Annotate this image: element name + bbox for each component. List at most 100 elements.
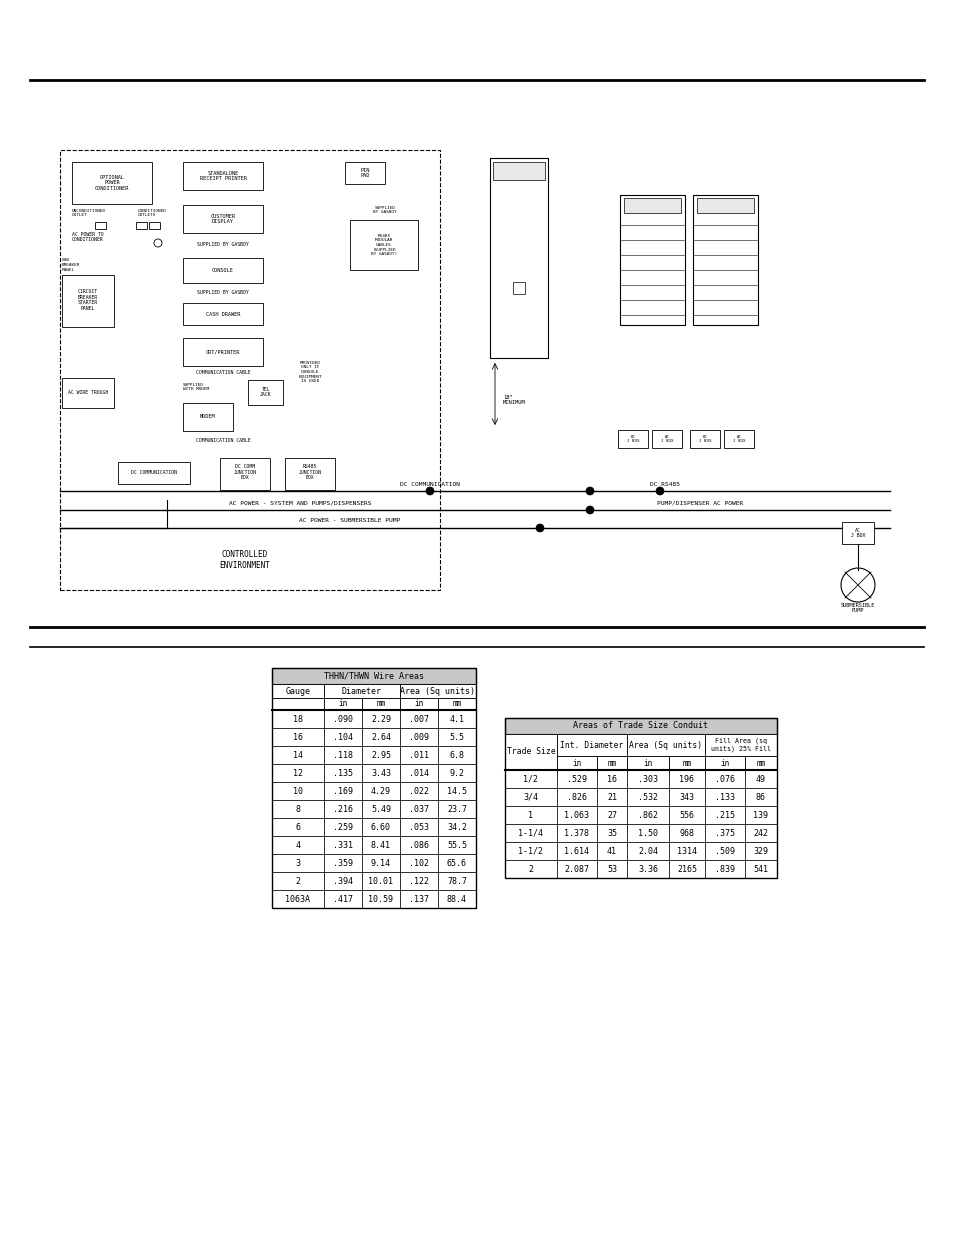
Bar [597, 842, 626, 860]
Text: .532: .532 [638, 793, 658, 802]
Bar [272, 836, 324, 853]
Bar [437, 890, 476, 908]
Text: AC
J BOX: AC J BOX [660, 435, 673, 443]
Text: 2.087: 2.087 [564, 864, 589, 873]
Text: SUB
BREAKER
PANEL: SUB BREAKER PANEL [62, 258, 80, 272]
Text: SUPPLIED
WITH MODEM: SUPPLIED WITH MODEM [183, 383, 209, 391]
Text: AC
J BOX: AC J BOX [732, 435, 744, 443]
Text: 78.7: 78.7 [447, 877, 467, 885]
Text: 1.063: 1.063 [564, 810, 589, 820]
Text: Fill Area (sq
units) 25% Fill: Fill Area (sq units) 25% Fill [710, 739, 770, 752]
Bar [513, 282, 524, 294]
Text: CUSTOMER
DISPLAY: CUSTOMER DISPLAY [211, 214, 235, 225]
Bar [504, 842, 557, 860]
Bar [668, 788, 704, 806]
Text: 34.2: 34.2 [447, 823, 467, 831]
Text: AC WIRE TROUGH: AC WIRE TROUGH [68, 390, 108, 395]
Bar [350, 220, 417, 270]
Text: 139: 139 [753, 810, 768, 820]
Text: CONTROLLED
ENVIRONMENT: CONTROLLED ENVIRONMENT [219, 551, 270, 569]
Text: 2.04: 2.04 [638, 846, 658, 856]
Bar [626, 769, 668, 788]
Bar [324, 853, 361, 872]
Text: .037: .037 [409, 804, 429, 814]
Bar [704, 842, 744, 860]
Bar [324, 890, 361, 908]
Text: 27: 27 [606, 810, 617, 820]
Bar [62, 275, 113, 327]
Text: 2: 2 [295, 877, 300, 885]
Bar [626, 860, 668, 878]
Circle shape [536, 524, 543, 532]
Text: 12: 12 [293, 768, 303, 778]
Bar [437, 710, 476, 727]
Bar [399, 698, 437, 710]
Bar [704, 860, 744, 878]
Bar [668, 756, 704, 769]
Bar [399, 818, 437, 836]
Text: 4.29: 4.29 [371, 787, 391, 795]
Text: .104: .104 [333, 732, 353, 741]
Text: .086: .086 [409, 841, 429, 850]
Bar [668, 842, 704, 860]
Bar [597, 756, 626, 769]
Bar [361, 698, 399, 710]
Text: SUPPLIED
BY GASBOY: SUPPLIED BY GASBOY [373, 206, 396, 215]
Text: .135: .135 [333, 768, 353, 778]
Text: .359: .359 [333, 858, 353, 867]
Text: mm: mm [607, 758, 616, 767]
Text: 23.7: 23.7 [447, 804, 467, 814]
Text: .169: .169 [333, 787, 353, 795]
Bar [361, 872, 399, 890]
Bar [60, 149, 439, 590]
Bar [272, 800, 324, 818]
Text: 4: 4 [295, 841, 300, 850]
Bar [272, 698, 324, 710]
Bar [504, 860, 557, 878]
Text: .007: .007 [409, 715, 429, 724]
Text: 8.41: 8.41 [371, 841, 391, 850]
Text: .394: .394 [333, 877, 353, 885]
Text: AC POWER TO
CONDITIONER: AC POWER TO CONDITIONER [71, 232, 104, 242]
Bar [399, 872, 437, 890]
Text: in: in [642, 758, 652, 767]
Text: .509: .509 [714, 846, 734, 856]
Bar [183, 303, 263, 325]
Bar [248, 380, 283, 405]
Bar [704, 769, 744, 788]
Bar [504, 806, 557, 824]
Bar [437, 727, 476, 746]
Bar [399, 710, 437, 727]
Text: DC COMMUNICATION: DC COMMUNICATION [131, 471, 177, 475]
Bar [437, 836, 476, 853]
Text: OPTIONAL
POWER
CONDITIONER: OPTIONAL POWER CONDITIONER [94, 174, 129, 191]
Bar [361, 800, 399, 818]
Bar [437, 800, 476, 818]
Text: .053: .053 [409, 823, 429, 831]
Bar [557, 860, 597, 878]
Bar [597, 860, 626, 878]
Text: Int. Diameter: Int. Diameter [559, 741, 623, 750]
Text: 6.8: 6.8 [449, 751, 464, 760]
Text: Areas of Trade Size Conduit: Areas of Trade Size Conduit [573, 721, 708, 730]
Bar [399, 836, 437, 853]
Text: 3.43: 3.43 [371, 768, 391, 778]
Text: STANDALONE
RECEIPT PRINTER: STANDALONE RECEIPT PRINTER [199, 170, 246, 182]
Bar [399, 764, 437, 782]
Bar [618, 430, 647, 448]
Text: in: in [414, 699, 423, 709]
Text: DC
J BOX: DC J BOX [626, 435, 639, 443]
Text: .839: .839 [714, 864, 734, 873]
Bar [220, 458, 270, 490]
Text: .009: .009 [409, 732, 429, 741]
Bar [557, 788, 597, 806]
Bar [626, 756, 668, 769]
Text: 1.614: 1.614 [564, 846, 589, 856]
Bar [651, 430, 681, 448]
Bar [361, 818, 399, 836]
Text: 1-1/4: 1-1/4 [518, 829, 543, 837]
Bar [704, 824, 744, 842]
Text: .102: .102 [409, 858, 429, 867]
Bar [361, 890, 399, 908]
Text: TEL
JACK: TEL JACK [260, 387, 272, 398]
